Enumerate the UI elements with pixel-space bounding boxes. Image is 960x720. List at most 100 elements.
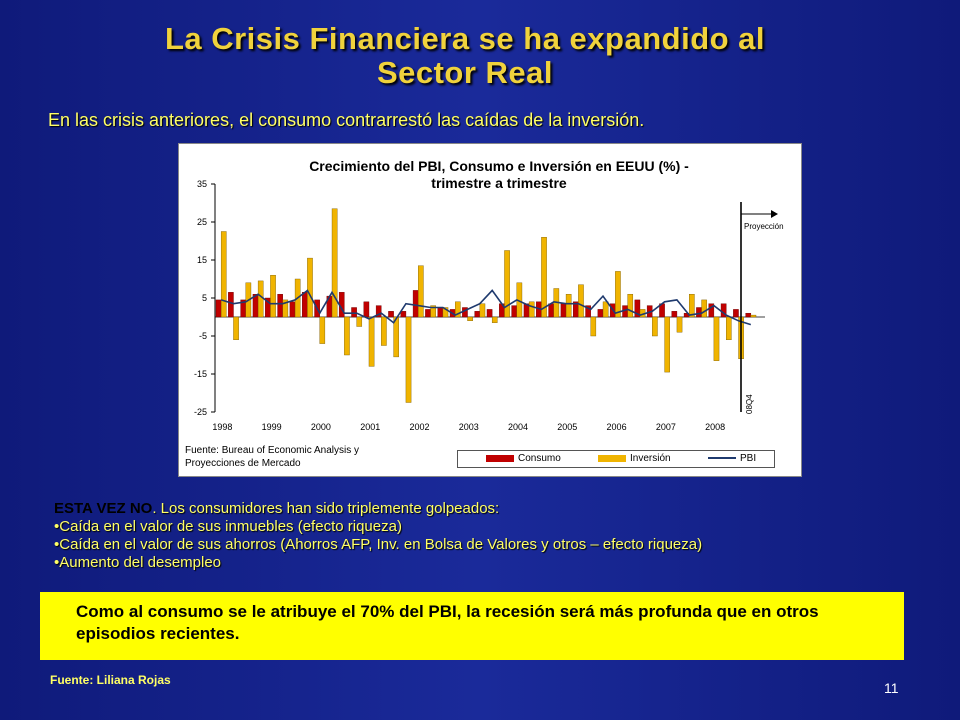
projection-quarter-label: 08Q4 xyxy=(745,394,754,414)
x-year-label: 2006 xyxy=(607,422,627,432)
consumo-bar xyxy=(597,309,604,318)
inversion-bar xyxy=(528,301,535,318)
inversion-bar xyxy=(430,305,436,318)
inversion-bar xyxy=(602,301,609,318)
legend-label-inversion: Inversión xyxy=(630,453,671,464)
inversion-bar xyxy=(701,299,707,318)
consumo-bar xyxy=(277,293,283,318)
inversion-bar xyxy=(393,316,399,358)
slide-title-line-2: Sector Real xyxy=(376,55,554,90)
inversion-bar xyxy=(726,316,732,340)
notes-lead: ESTA VEZ NO xyxy=(54,500,153,517)
consumo-bar xyxy=(228,292,234,318)
inversion-bar xyxy=(257,280,264,318)
inversion-bar xyxy=(578,284,584,318)
inversion-bar xyxy=(442,307,449,318)
x-year-label: 2003 xyxy=(459,422,479,432)
projection-label: Proyección xyxy=(744,222,784,231)
consumo-bar xyxy=(215,299,222,318)
inversion-bar xyxy=(233,316,239,340)
consumo-bar xyxy=(474,311,481,318)
inversion-bar xyxy=(590,316,597,337)
inversion-bar xyxy=(220,231,227,318)
inversion-bar xyxy=(627,293,634,318)
slide-source: Fuente: Liliana Rojas xyxy=(50,673,171,687)
inversion-bar xyxy=(381,316,387,346)
x-year-label: 2004 xyxy=(508,422,528,432)
inversion-bar xyxy=(455,301,461,318)
inversion-bar xyxy=(270,274,276,318)
chart-title: Crecimiento del PBI, Consumo e Inversión… xyxy=(239,158,759,192)
legend-swatch-pbi xyxy=(708,457,736,460)
inversion-bar xyxy=(331,208,338,318)
notes-intro-text: . Los consumidores han sido triplemente … xyxy=(152,500,500,517)
consumo-bar xyxy=(302,292,308,318)
consumo-bar xyxy=(363,301,370,318)
inversion-bar xyxy=(750,314,757,318)
consumo-bar xyxy=(745,312,752,318)
consumo-bar xyxy=(437,307,444,318)
consumo-bar xyxy=(412,290,419,318)
notes-intro: ESTA VEZ NO. Los consumidores han sido t… xyxy=(54,500,914,518)
projection-arrowhead xyxy=(771,210,778,218)
consumo-bar xyxy=(733,309,739,318)
legend-item-inversion: Inversión xyxy=(598,453,671,465)
inversion-bar xyxy=(282,299,289,318)
inversion-bar xyxy=(565,293,572,318)
chart-title-line-1: Crecimiento del PBI, Consumo e Inversión… xyxy=(309,158,689,174)
chart-source-line-2: Proyecciones de Mercado xyxy=(185,458,301,469)
legend-item-pbi: PBI xyxy=(708,453,756,465)
inversion-bar xyxy=(344,316,350,356)
consumo-bar xyxy=(560,303,567,318)
x-year-label: 1999 xyxy=(262,422,282,432)
x-year-label: 2007 xyxy=(656,422,676,432)
slide-title: La Crisis Financiera se ha expandido al … xyxy=(0,22,930,90)
chart-panel: 35 25 15 5 -5 -15 -25 1998 1999 2000 2001 2002 2003 2… xyxy=(178,143,802,477)
page-number: 11 xyxy=(884,680,899,696)
x-year-label: 2001 xyxy=(360,422,380,432)
legend-swatch-inversion xyxy=(598,454,626,462)
y-tick-label: -5 xyxy=(199,331,207,341)
consumo-bar xyxy=(425,309,431,318)
inversion-bar xyxy=(713,316,720,361)
legend-swatch-consumo xyxy=(486,454,514,462)
inversion-bar xyxy=(467,316,473,321)
y-tick-label: -25 xyxy=(194,407,207,417)
legend-label-pbi: PBI xyxy=(740,453,757,464)
x-year-label: 2008 xyxy=(705,422,725,432)
inversion-bar xyxy=(307,257,313,318)
bullet-2: •Caída en el valor de sus ahorros (Ahorr… xyxy=(54,536,703,553)
slide-title-line-1: La Crisis Financiera se ha expandido al xyxy=(164,21,766,56)
y-tick-label: 35 xyxy=(197,179,207,189)
y-tick-label: 15 xyxy=(197,255,207,265)
consumo-bar xyxy=(708,303,715,318)
chart-source-line-1: Fuente: Bureau of Economic Analysis y xyxy=(185,445,359,456)
callout-box: Como al consumo se le atribuye el 70% de… xyxy=(40,592,904,660)
bullet-1: •Caída en el valor de sus inmuebles (efe… xyxy=(54,518,402,535)
legend-label-consumo: Consumo xyxy=(518,453,561,464)
consumo-bar xyxy=(486,309,493,318)
inversion-bar xyxy=(664,316,670,373)
consumo-bar xyxy=(548,303,554,318)
callout-text: Como al consumo se le atribuye el 70% de… xyxy=(76,602,819,643)
consumo-bar xyxy=(388,311,394,318)
consumo-bar xyxy=(585,305,591,318)
inversion-bar xyxy=(368,316,375,367)
inversion-bar xyxy=(689,293,695,318)
inversion-bar xyxy=(541,236,547,318)
consumo-bar xyxy=(634,299,641,318)
x-year-label: 2005 xyxy=(557,422,577,432)
inversion-bar xyxy=(418,265,424,318)
inversion-bar xyxy=(652,316,658,337)
inversion-bar xyxy=(319,316,326,344)
inversion-bar xyxy=(405,316,412,403)
inversion-bar xyxy=(356,316,363,327)
chart-source: Fuente: Bureau of Economic Analysis y Pr… xyxy=(185,444,425,470)
consumo-bar xyxy=(511,305,517,318)
inversion-bar xyxy=(504,250,510,318)
y-tick-label: 5 xyxy=(202,293,207,303)
pbi-series-line xyxy=(220,289,752,326)
bullet-3: •Aumento del desempleo xyxy=(54,554,222,571)
chart-svg: 35 25 15 5 -5 -15 -25 1998 1999 2000 2001 2002 2003 2… xyxy=(194,179,784,432)
inversion-bar xyxy=(676,316,683,333)
